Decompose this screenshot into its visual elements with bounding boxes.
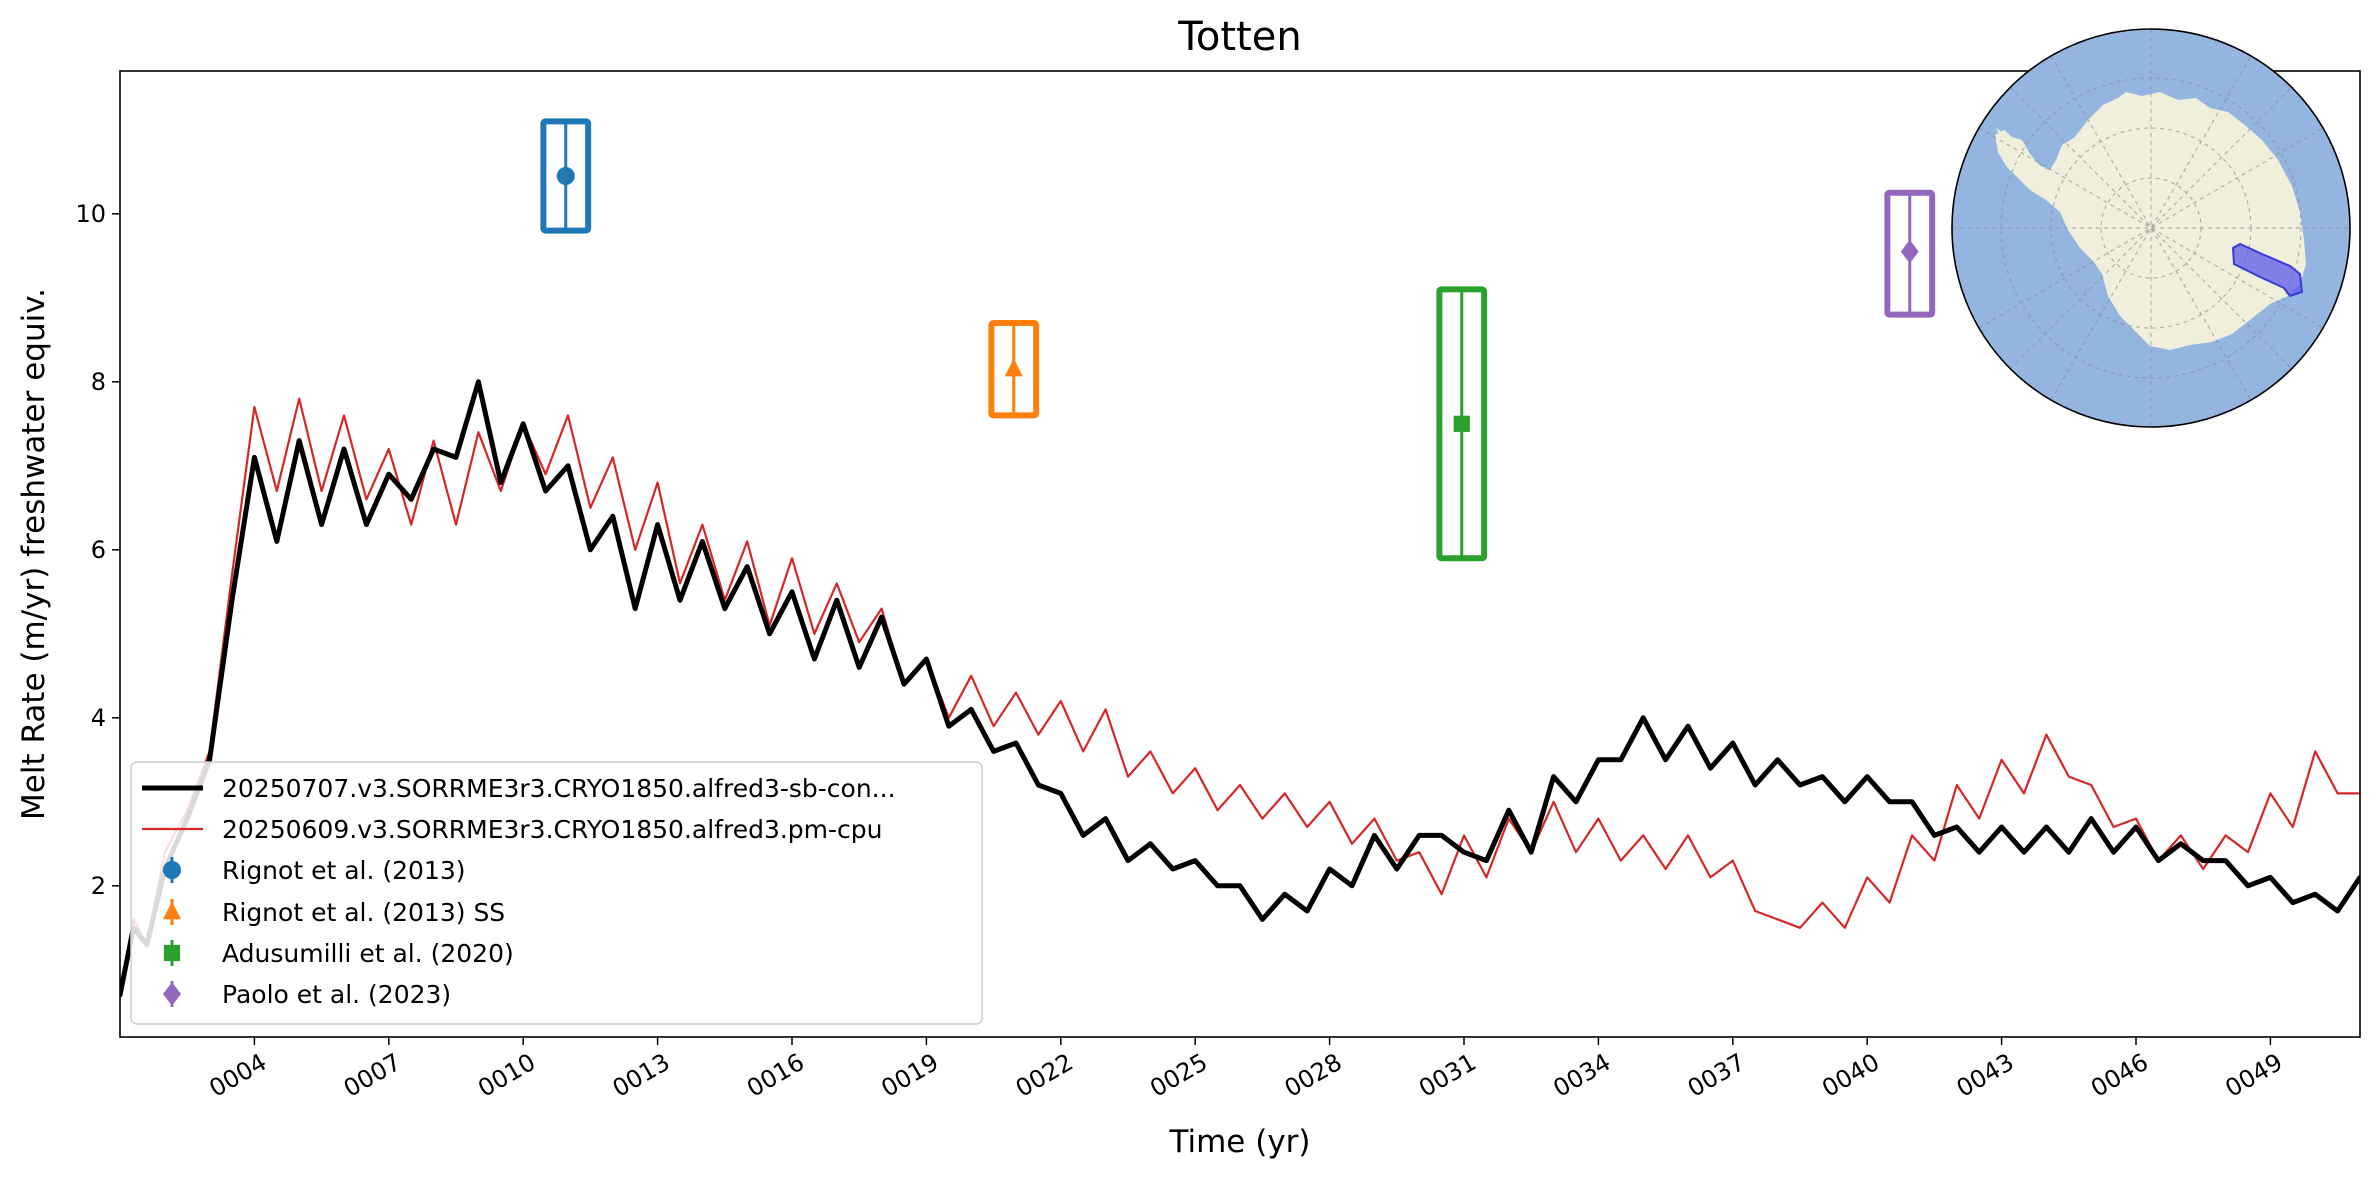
y-tick-label: 2 xyxy=(91,872,106,900)
chart-title: Totten xyxy=(1177,14,1301,60)
x-tick-label: 0028 xyxy=(1280,1048,1347,1103)
x-tick-label: 0040 xyxy=(1817,1048,1884,1103)
legend: 20250707.v3.SORRME3r3.CRYO1850.alfred3-s… xyxy=(130,761,983,1025)
map-border xyxy=(1951,28,2351,428)
observations-group xyxy=(540,118,1936,562)
x-tick-label: 0010 xyxy=(473,1048,540,1103)
legend-marker xyxy=(163,901,181,920)
legend-frame xyxy=(130,761,983,1025)
x-axis: 0004 0007 0010 0013 0016 0019 0022 0025 0028 0031… xyxy=(205,1037,2288,1103)
x-tick-label: 0037 xyxy=(1683,1048,1750,1103)
y-tick-label: 6 xyxy=(91,536,106,564)
x-tick-label: 0034 xyxy=(1549,1048,1616,1103)
observation-marker xyxy=(556,167,575,185)
x-tick-label: 0016 xyxy=(742,1048,809,1103)
observation-marker xyxy=(1453,415,1470,432)
observation-2 xyxy=(988,320,1040,419)
y-tick-label: 4 xyxy=(91,704,106,732)
observation-3 xyxy=(1436,286,1488,562)
y-axis: 2 4 6 8 10 xyxy=(75,200,120,900)
map-graticule xyxy=(1952,29,2350,427)
x-tick-label: 0043 xyxy=(1952,1048,2019,1103)
observation-marker xyxy=(1900,239,1919,264)
x-tick-label: 0031 xyxy=(1414,1048,1481,1103)
y-tick-label: 8 xyxy=(91,368,106,396)
y-axis-label: Melt Rate (m/yr) freshwater equiv. xyxy=(16,288,52,820)
x-tick-label: 0022 xyxy=(1011,1048,1078,1103)
x-axis-label: Time (yr) xyxy=(1169,1124,1311,1160)
plot-area xyxy=(120,118,2360,998)
series-line-2 xyxy=(120,397,2360,997)
legend-label: Rignot et al. (2013) xyxy=(222,856,466,885)
series-line-1 xyxy=(120,379,2360,998)
antarctic-peninsula xyxy=(1996,128,2046,170)
x-tick-label: 0007 xyxy=(339,1048,406,1103)
antarctica-inset-map xyxy=(1951,28,2351,428)
legend-label: Adusumilli et al. (2020) xyxy=(222,939,514,968)
x-tick-label: 0025 xyxy=(1145,1048,1212,1103)
observation-1 xyxy=(540,118,592,234)
x-tick-label: 0046 xyxy=(2086,1048,2153,1103)
legend-label: 20250609.v3.SORRME3r3.CRYO1850.alfred3.p… xyxy=(222,815,883,844)
observation-marker xyxy=(1004,358,1023,377)
legend-marker xyxy=(163,982,181,1006)
x-tick-label: 0013 xyxy=(608,1048,675,1103)
legend-marker xyxy=(163,944,181,962)
y-tick-label: 10 xyxy=(75,200,106,228)
legend-marker xyxy=(163,861,181,879)
plot-frame xyxy=(119,70,2361,1038)
observation-4 xyxy=(1884,189,1936,318)
legend-label: Paolo et al. (2023) xyxy=(222,980,451,1009)
x-tick-label: 0019 xyxy=(877,1048,944,1103)
x-tick-label: 0049 xyxy=(2221,1048,2288,1103)
x-tick-label: 0004 xyxy=(205,1048,272,1103)
totten-region-highlight xyxy=(2231,242,2304,298)
legend-label: Rignot et al. (2013) SS xyxy=(222,898,505,927)
legend-label: 20250707.v3.SORRME3r3.CRYO1850.alfred3-s… xyxy=(222,774,896,803)
series-group xyxy=(120,379,2360,998)
